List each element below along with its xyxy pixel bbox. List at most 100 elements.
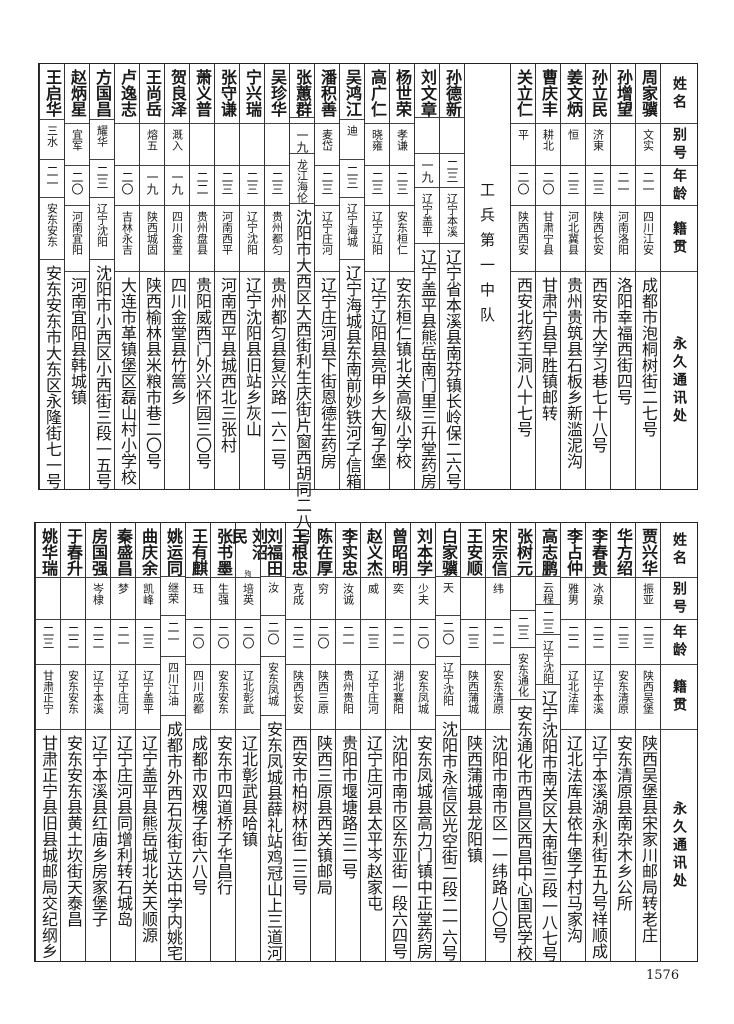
address-text: 沈阳市小西区小西街三段一五号 — [93, 265, 112, 490]
address-cell: 辽宁辽阳县亮甲乡大甸子堡 — [365, 272, 389, 489]
alias-cell: 继荣 — [161, 577, 185, 616]
address-cell: 辽宁本溪湖永利街五九号祥顺成 — [586, 730, 610, 961]
alias-text: 宜军 — [70, 129, 84, 151]
alias-text: 麦岱 — [320, 129, 334, 151]
address-text: 贵阳市堰塘路三二号 — [339, 735, 358, 879]
table-row: 张书墨 生强 二〇 安东安东 安东市四道桥子华昌行 — [210, 523, 235, 961]
table-row: 刘本学 少夫 二〇 安东凤城 安东凤城县高力门镇中正堂药房 — [410, 523, 435, 961]
name-text: 于春升 — [64, 528, 83, 576]
alias-cell: 迪 — [340, 120, 364, 161]
native-text: 陕西三原 — [316, 670, 330, 714]
address-text: 安东安东市大东区永隆街七一号 — [43, 265, 62, 490]
name-text: 王有麒 — [189, 528, 208, 576]
name-cell: 周家骥 — [636, 64, 660, 124]
alias-cell: 三水 — [40, 120, 64, 161]
address-cell: 陕西蒲城县龙阳镇 — [461, 730, 485, 961]
alias-cell — [290, 118, 314, 124]
address-cell: 成都市泡桐树街二七号 — [636, 272, 660, 489]
native-text: 河北冀县 — [566, 211, 580, 255]
age-text: 二一 — [116, 625, 130, 649]
age-cell: 二三 — [511, 611, 535, 648]
native-text: 安东通化 — [516, 652, 530, 697]
alias-cell — [511, 577, 535, 612]
age-text: 一九 — [170, 171, 184, 195]
alias-cell: 纬 — [486, 578, 510, 620]
name-cell: 孙增望 — [611, 64, 635, 124]
age-cell: 一九 — [140, 166, 164, 206]
age-text: 二二 — [195, 171, 209, 195]
age-text: 一九 — [145, 171, 159, 195]
address-text: 辽宁盖平县熊岳城北关天顺源 — [139, 735, 158, 943]
alias-cell: 云程 — [536, 577, 560, 605]
address-text: 陕西吴堡县宋家川邮局转老庄 — [639, 735, 658, 943]
note-text: 殉 — [244, 570, 252, 577]
name-text: 张蕙群 — [293, 69, 312, 117]
native-text: 四川江油 — [166, 661, 180, 706]
name-text: 房国强 — [89, 528, 108, 576]
alias-cell: 冰泉 — [586, 578, 610, 620]
header-cell: 年龄 — [661, 166, 697, 206]
age-text: 二三 — [245, 171, 259, 195]
alias-cell: 克成 — [286, 578, 310, 620]
age-text: 二三 — [641, 625, 655, 649]
address-cell: 贵阳市堰塘路三二号 — [336, 730, 360, 961]
address-cell: 安东安东市大东区永隆街七一号 — [40, 260, 64, 489]
native-text: 辽宁庄河 — [366, 670, 380, 714]
name-text: 高志鹏 — [539, 528, 558, 576]
address-cell: 安东安东县黄土坎街天泰昌 — [61, 730, 85, 961]
address-text: 四川金堂县竹篙乡 — [168, 277, 187, 405]
age-text: 二一 — [641, 171, 655, 195]
age-cell: 二二 — [586, 620, 610, 665]
alias-cell: 孝谦 — [390, 124, 414, 166]
address-text: 西安市柏树林街二三号 — [289, 735, 308, 895]
name-cell: 关立仁 — [511, 64, 535, 124]
table-row: 张守谦 二三 河南西平 河南西平县城西北三张村 — [214, 64, 239, 489]
native-text: 四川江安 — [641, 211, 655, 255]
table-row: 白家骥天二〇 辽宁沈阳 沈阳市永信区光空街二段二一六号 — [435, 523, 460, 961]
age-text: 二〇 — [516, 171, 530, 195]
age-text: 二〇 — [441, 620, 455, 645]
native-cell: 四川江油 — [161, 657, 185, 716]
table-row: 贺良泽 溉入 一九 四川金堂 四川金堂县竹篙乡 — [164, 64, 189, 489]
table-row: 陈在厚穷二〇 陕西三原 陕西三原县西关镇邮局 — [310, 523, 335, 961]
native-text: 辽宁辽阳 — [370, 211, 384, 255]
address-text: 河南宜阳县韩城镇 — [68, 277, 87, 405]
age-cell: 一九 — [415, 154, 439, 189]
name-text: 李占仲 — [564, 528, 583, 576]
table-row: 高广仁 晓雍 二三 辽宁辽阳 辽宁辽阳县亮甲乡大甸子堡 — [364, 64, 389, 489]
address-text: 辽宁辽阳县亮甲乡大甸子堡 — [368, 277, 387, 469]
header-cell: 永久通讯处 — [661, 730, 697, 961]
age-text: 二一 — [166, 620, 180, 645]
native-text: 陕西蒲城 — [466, 670, 480, 714]
alias-text: 穷 — [316, 583, 330, 594]
native-cell: 辽宁庄河 — [361, 665, 385, 730]
native-cell: 安东凤城 — [411, 665, 435, 730]
table-row: 张树元 二三 安东通化 安东通化市西昌区西昌中心国民学校 — [510, 523, 535, 961]
alias-cell: 汝 — [261, 577, 285, 616]
alias-cell: 梦 — [111, 578, 135, 620]
age-text: 二二 — [91, 625, 105, 649]
table-row: 刘文章 一九 辽宁盖平 辽宁盖平县熊岳南门里三升堂药房 — [414, 64, 439, 489]
address-text: 沈阳市南市区一一纬路八〇号 — [489, 735, 508, 943]
age-text: 二二 — [566, 625, 580, 649]
age-cell: 二三 — [390, 166, 414, 206]
table-row: 王有麒珏二〇 四川成都 成都市双槐子街六八号 — [185, 523, 210, 961]
alias-text: 孝谦 — [395, 129, 409, 151]
native-cell: 甘肃宁县 — [536, 206, 560, 272]
native-cell: 甘肃正宁 — [36, 665, 60, 730]
native-cell: 辽宁沈阳 — [536, 635, 560, 685]
header-cell: 籍贯 — [661, 206, 697, 272]
age-cell: 二三 — [265, 166, 289, 206]
native-text: 安东凤城 — [266, 661, 280, 706]
alias-cell — [190, 124, 214, 166]
name-cell: 李春贵 — [586, 523, 610, 578]
name-cell: 孙立民 — [586, 64, 610, 124]
native-text: 辽宁本溪 — [591, 670, 605, 714]
native-text: 陕西西安 — [516, 211, 530, 255]
name-cell: 王根忠 — [286, 523, 310, 578]
address-text: 辽北彰武县哈镇 — [239, 735, 258, 847]
native-text: 辽宁沈阳 — [441, 661, 455, 706]
table-row: 关立仁平二〇 陕西西安 西安北药王洞八十七号 — [510, 64, 535, 489]
alias-text: 珏 — [191, 583, 205, 594]
native-text: 安东凤城 — [416, 670, 430, 714]
